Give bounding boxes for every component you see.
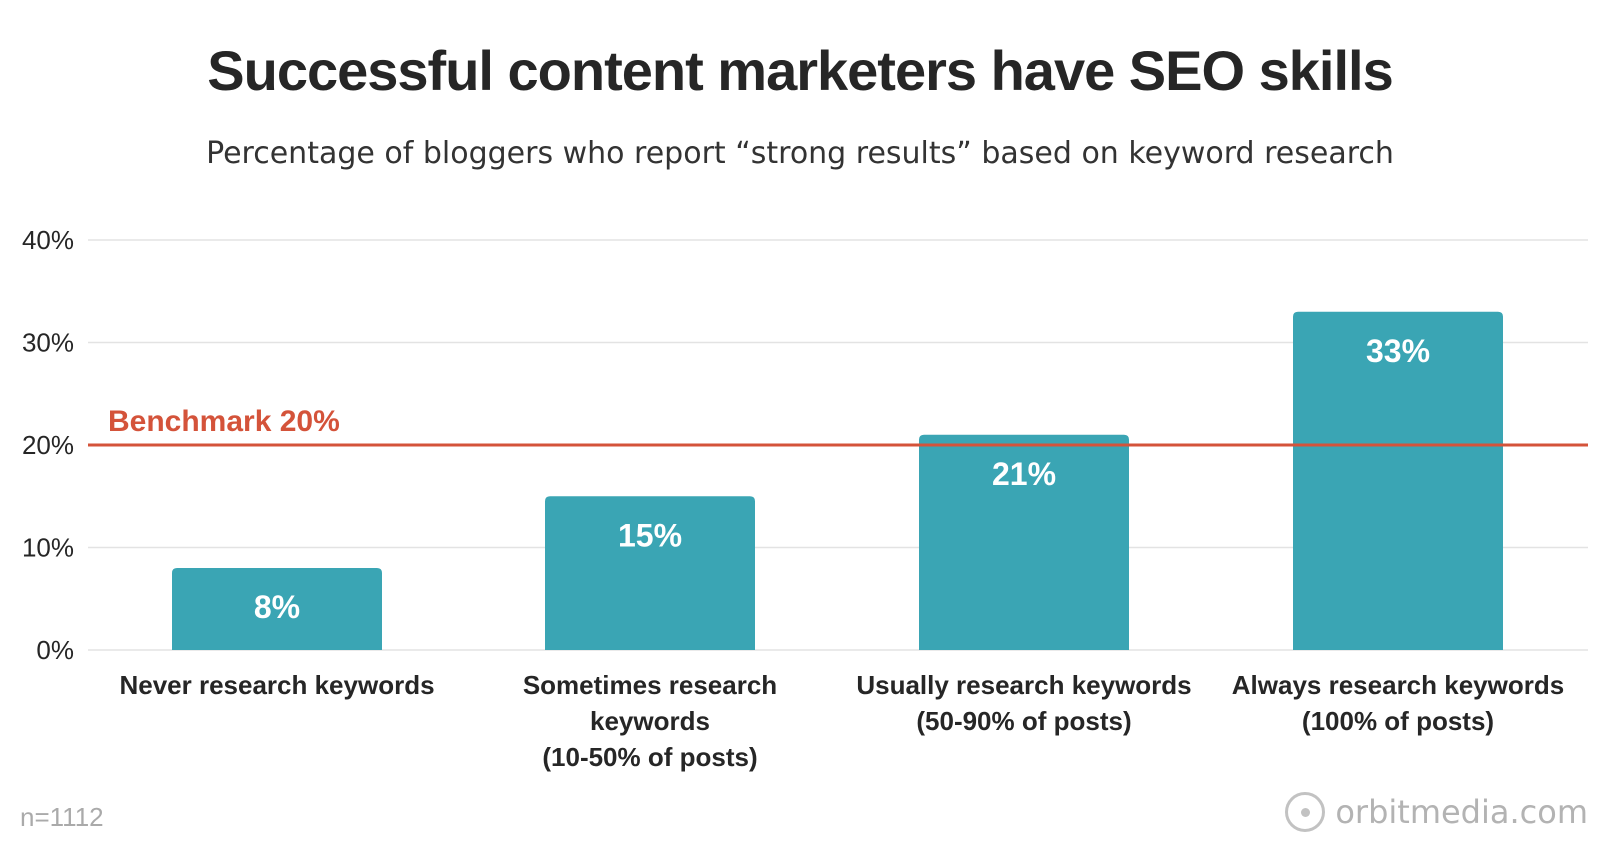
benchmark-label: Benchmark 20% <box>108 405 340 438</box>
chart-title: Successful content marketers have SEO sk… <box>207 39 1393 102</box>
y-tick-label: 10% <box>22 533 74 563</box>
orbit-logo-icon <box>1285 792 1326 832</box>
bar <box>545 496 755 650</box>
sample-size-note: n=1112 <box>20 802 104 832</box>
data-label: 8% <box>254 589 300 625</box>
x-tick-label: Never research keywords <box>119 670 434 700</box>
x-tick-label: keywords <box>590 706 710 736</box>
x-tick-label: Usually research keywords <box>856 670 1191 700</box>
x-tick-label: (50-90% of posts) <box>916 706 1131 736</box>
bar <box>172 568 382 650</box>
bar <box>919 434 1129 650</box>
x-tick-label: Sometimes research <box>523 670 777 700</box>
bar <box>1293 311 1503 650</box>
y-tick-label: 0% <box>36 635 74 665</box>
y-tick-label: 20% <box>22 430 74 460</box>
data-label: 33% <box>1366 333 1430 369</box>
chart-subtitle: Percentage of bloggers who report “stron… <box>206 136 1394 171</box>
x-tick-label: (100% of posts) <box>1302 706 1494 736</box>
x-tick-label: (10-50% of posts) <box>542 742 757 772</box>
y-tick-label: 30% <box>22 328 74 358</box>
brand-name: orbitmedia.com <box>1335 793 1588 831</box>
x-tick-label: Always research keywords <box>1232 670 1564 700</box>
data-label: 21% <box>992 456 1056 492</box>
brand-logo: orbitmedia.com <box>1285 792 1588 832</box>
data-label: 15% <box>618 517 682 553</box>
y-tick-label: 40% <box>22 225 74 255</box>
